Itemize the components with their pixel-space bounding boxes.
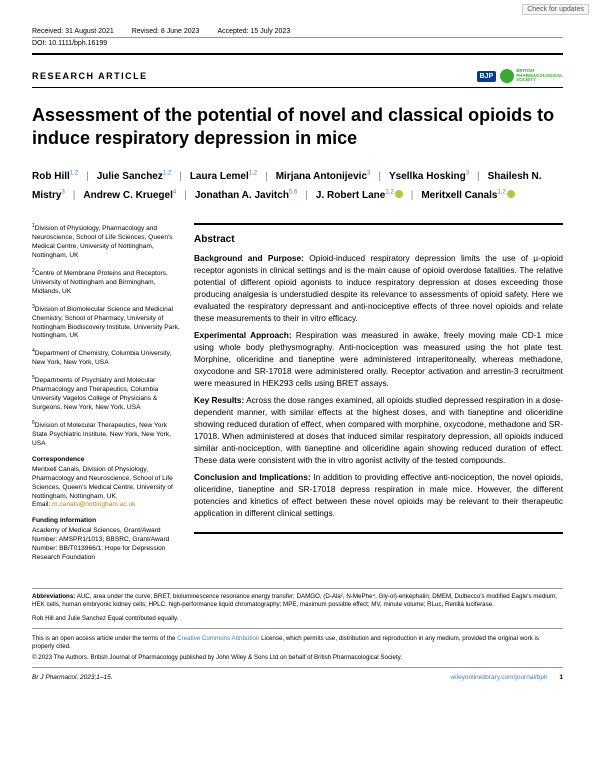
author: Jonathan A. Javitch5,6 xyxy=(195,190,297,201)
abstract-heading: Abstract xyxy=(194,233,563,248)
affiliation: 4Department of Chemistry, Columbia Unive… xyxy=(32,348,180,368)
conclusion-label: Conclusion and Implications: xyxy=(194,472,311,482)
cc-license-link[interactable]: Creative Commons Attribution xyxy=(177,635,259,642)
author-list: Rob Hill1,2|Julie Sanchez1,2|Laura Lemel… xyxy=(32,167,563,205)
affiliation: 2Centre of Membrane Proteins and Recepto… xyxy=(32,268,180,297)
journal-url-link[interactable]: wileyonlinelibrary.com/journal/bph xyxy=(450,674,547,681)
doi: DOI: 10.1111/bph.16199 xyxy=(32,40,563,55)
author: Julie Sanchez1,2 xyxy=(97,171,171,182)
contribution-note: Rob Hill and Julie Sanchez Equal contrib… xyxy=(32,615,563,629)
bps-logo: BRITISH PHARMACOLOGICAL SOCIETY xyxy=(500,69,563,83)
results-label: Key Results: xyxy=(194,395,244,405)
approach-label: Experimental Approach: xyxy=(194,330,292,340)
check-updates-badge[interactable]: Check for updates xyxy=(522,4,589,15)
abstract-box: Abstract Background and Purpose: Opioid-… xyxy=(194,223,563,534)
funding-heading: Funding information xyxy=(32,517,180,526)
author: Mirjana Antonijevic3 xyxy=(276,171,371,182)
orcid-icon[interactable] xyxy=(395,190,403,198)
accepted-date: Accepted: 15 July 2023 xyxy=(217,28,290,35)
results-text: Across the dose ranges examined, all opi… xyxy=(194,395,563,465)
author: Meritxell Canals1,2 xyxy=(421,190,515,201)
page-number: 1 xyxy=(559,674,563,681)
affiliation: 3Division of Biomolecular Science and Me… xyxy=(32,304,180,342)
correspondence-heading: Correspondence xyxy=(32,456,180,465)
bps-icon xyxy=(500,69,514,83)
page-footer: Br J Pharmacol. 2023;1–15. wileyonlineli… xyxy=(32,674,563,681)
orcid-icon[interactable] xyxy=(507,190,515,198)
received-date: Received: 31 August 2021 xyxy=(32,28,114,35)
sidebar: 1Division of Physiology, Pharmacology an… xyxy=(32,223,180,570)
author: Rob Hill1,2 xyxy=(32,171,78,182)
author: Laura Lemel1,2 xyxy=(190,171,257,182)
citation: Br J Pharmacol. 2023;1–15. xyxy=(32,674,113,681)
correspondence-email-link[interactable]: m.canals@nottingham.ac.uk xyxy=(52,501,135,508)
affiliation: 5Departments of Psychiatry and Molecular… xyxy=(32,375,180,413)
background-label: Background and Purpose: xyxy=(194,253,304,263)
publisher-logos: BJP BRITISH PHARMACOLOGICAL SOCIETY xyxy=(477,69,563,83)
author: J. Robert Lane1,2 xyxy=(316,190,403,201)
affiliation: 6Division of Molecular Therapeutics, New… xyxy=(32,420,180,449)
author: Andrew C. Kruegel4 xyxy=(83,190,176,201)
manuscript-dates: Received: 31 August 2021 Revised: 8 June… xyxy=(32,28,563,38)
abbreviations: Abbreviations: AUC, area under the curve… xyxy=(32,588,563,609)
correspondence-text: Meritxell Canals, Division of Physiology… xyxy=(32,466,173,500)
license-text: This is an open access article under the… xyxy=(32,635,563,651)
article-title: Assessment of the potential of novel and… xyxy=(32,104,563,149)
bjp-logo: BJP xyxy=(477,71,497,82)
background-text: Opioid-induced respiratory depression li… xyxy=(194,253,563,323)
revised-date: Revised: 8 June 2023 xyxy=(132,28,200,35)
affiliation: 1Division of Physiology, Pharmacology an… xyxy=(32,223,180,261)
article-type: RESEARCH ARTICLE xyxy=(32,71,148,81)
copyright: © 2023 The Authors. British Journal of P… xyxy=(32,654,563,668)
funding-text: Academy of Medical Sciences, Grant/Award… xyxy=(32,527,169,561)
email-label: Email: xyxy=(32,501,52,508)
author: Ysellka Hosking3 xyxy=(389,171,469,182)
